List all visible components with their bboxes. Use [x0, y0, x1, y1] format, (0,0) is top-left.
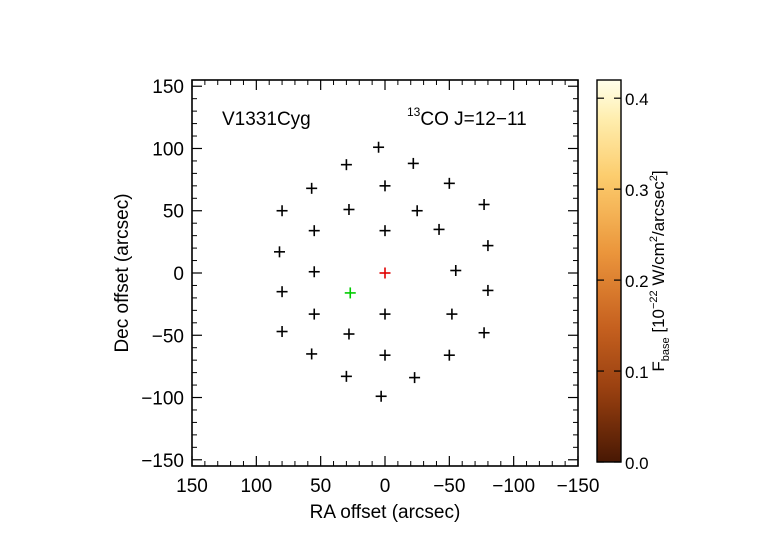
object-label: V1331Cyg — [222, 109, 311, 130]
y-axis-label: Dec offset (arcsec) — [112, 193, 133, 352]
detector-marker — [340, 159, 352, 171]
detector-marker — [409, 372, 421, 384]
line-label: 13CO J=12−11 — [407, 105, 527, 130]
reference-marker — [344, 287, 356, 299]
x-tick-label: 100 — [240, 476, 272, 497]
y-tick-label: −100 — [141, 389, 184, 410]
center-marker — [379, 267, 391, 279]
colorbar-tick-label: 0.0 — [625, 454, 649, 473]
detector-marker — [379, 349, 391, 361]
x-tick-label: 50 — [310, 476, 331, 497]
detector-marker — [306, 182, 318, 194]
x-tick-label: −100 — [492, 476, 535, 497]
detector-marker — [276, 326, 288, 338]
line-label-molecule: CO J=12−11 — [420, 109, 526, 130]
x-tick-label: −50 — [433, 476, 465, 497]
colorbar-label-rest-a: [10 — [649, 309, 668, 337]
x-axis-ticks: 150 100 50 0 −50 −100 −150 — [176, 80, 599, 497]
colorbar-label-exp-b: 2 — [648, 236, 660, 242]
detector-marker — [373, 141, 385, 153]
detector-marker — [407, 157, 419, 169]
colorbar — [596, 79, 622, 463]
detector-marker — [482, 284, 494, 296]
y-tick-label: 100 — [152, 139, 184, 160]
y-tick-label: 150 — [152, 77, 184, 98]
colorbar-label-rest-b: W/cm — [649, 242, 668, 290]
detector-marker — [433, 223, 445, 235]
detector-marker — [343, 203, 355, 215]
colorbar-label: Fbase [10−22 W/cm2/arcsec2] — [648, 170, 672, 371]
detector-markers — [273, 141, 494, 402]
detector-marker — [343, 328, 355, 340]
detector-marker — [308, 308, 320, 320]
colorbar-label-exp-a: −22 — [648, 290, 660, 309]
detector-marker — [379, 308, 391, 320]
colorbar-tick-label: 0.2 — [625, 272, 649, 291]
detector-marker — [379, 225, 391, 237]
colorbar-tick-label: 0.4 — [625, 90, 649, 109]
y-tick-label: −150 — [141, 451, 184, 472]
colorbar-label-rest-d: ] — [649, 170, 668, 175]
colorbar-ticks: 0.0 0.1 0.2 0.3 0.4 — [597, 90, 649, 473]
detector-marker — [308, 225, 320, 237]
detector-marker — [375, 390, 387, 402]
colorbar-tick-label: 0.3 — [625, 181, 649, 200]
detector-marker — [340, 370, 352, 382]
detector-marker — [276, 205, 288, 217]
detector-marker — [273, 246, 285, 258]
y-axis-ticks: −150 −100 −50 0 50 100 150 — [141, 77, 578, 472]
line-label-isotope: 13 — [407, 105, 421, 119]
detector-marker — [443, 349, 455, 361]
colorbar-label-exp-c: 2 — [648, 175, 660, 181]
detector-marker — [379, 180, 391, 192]
detector-marker — [443, 177, 455, 189]
y-tick-label: 0 — [173, 264, 184, 285]
detector-marker — [276, 286, 288, 298]
detector-marker — [308, 266, 320, 278]
y-tick-label: −50 — [152, 326, 184, 347]
colorbar-label-rest-c: /arcsec — [649, 181, 668, 236]
detector-marker — [450, 265, 462, 277]
detector-marker — [478, 327, 490, 339]
colorbar-label-main: F — [649, 361, 668, 371]
detector-marker — [482, 240, 494, 252]
x-tick-label: 150 — [176, 476, 208, 497]
detector-marker — [478, 199, 490, 211]
x-tick-label: 0 — [380, 476, 391, 497]
x-tick-label: −150 — [557, 476, 600, 497]
y-tick-label: 50 — [163, 202, 184, 223]
colorbar-label-sub: base — [660, 337, 672, 361]
detector-marker — [306, 348, 318, 360]
colorbar-tick-label: 0.1 — [625, 363, 649, 382]
detector-marker — [411, 205, 423, 217]
detector-marker — [446, 308, 458, 320]
x-axis-label: RA offset (arcsec) — [310, 502, 461, 523]
